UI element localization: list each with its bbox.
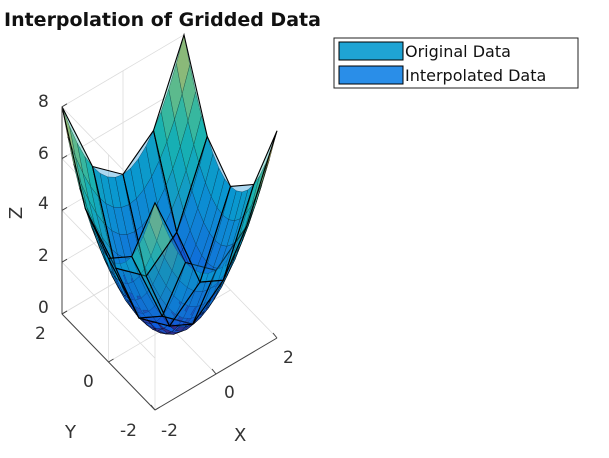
z-tick-mark (61, 155, 68, 160)
z-tick-label: 8 (38, 92, 49, 112)
z-tick-mark (61, 258, 68, 263)
legend-swatch-original (338, 41, 404, 61)
x-axis-label: X (234, 425, 246, 446)
x-tick-mark (272, 332, 278, 339)
y-tick-label: 2 (35, 324, 46, 344)
chart-title: Interpolation of Gridded Data (4, 9, 321, 31)
z-axis-label: Z (6, 207, 27, 219)
y-tick-mark (61, 310, 68, 315)
legend-label-original: Original Data (405, 42, 511, 61)
y-tick-mark (108, 358, 114, 363)
x-tick-mark (150, 404, 156, 411)
y-tick-label: -2 (120, 421, 137, 441)
z-tick-label: 0 (38, 298, 49, 318)
legend[interactable]: Original Data Interpolated Data (333, 37, 579, 89)
surface-plot (61, 32, 278, 335)
legend-swatch-interpolated (338, 65, 404, 85)
x-tick-label: 0 (224, 383, 235, 403)
x-tick-label: 2 (283, 348, 294, 368)
z-tick-label: 4 (38, 194, 49, 214)
y-tick-mark (154, 406, 161, 411)
original-surface-face (222, 130, 278, 281)
z-tick-label: 6 (38, 144, 49, 164)
legend-label-interpolated: Interpolated Data (405, 66, 546, 85)
z-tick-mark (61, 206, 68, 211)
x-tick-label: -2 (161, 421, 178, 441)
z-tick-label: 2 (38, 246, 49, 266)
z-tick-mark (61, 103, 68, 108)
axes-frame (61, 103, 278, 411)
x-tick-mark (211, 368, 217, 375)
y-tick-label: 0 (83, 372, 94, 392)
y-axis-label: Y (64, 422, 77, 443)
